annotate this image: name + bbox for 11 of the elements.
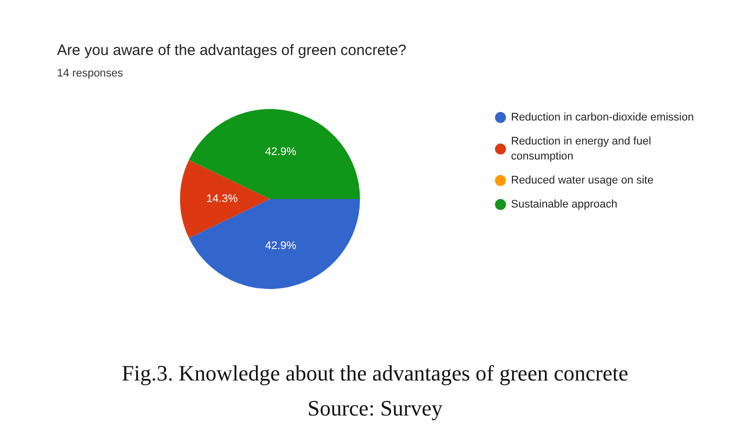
- chart-title: Are you aware of the advantages of green concrete?: [57, 42, 406, 59]
- caption: Fig.3. Knowledge about the advantages of green concrete: [122, 360, 628, 386]
- legend-label: Reduced water usage on site: [511, 174, 654, 186]
- data-label: 14.3%: [206, 193, 238, 205]
- legend-label: Reduction in carbon-dioxide emission: [511, 112, 694, 124]
- text: 14 responses: [57, 68, 124, 80]
- data-label: 42.9%: [265, 146, 296, 158]
- legend-label: Sustainable approach: [511, 198, 618, 210]
- data-label: 42.9%: [265, 240, 296, 252]
- legend-label: Reduction in energy and fuel consumption: [511, 136, 654, 162]
- source-note: Source: Survey: [307, 396, 443, 420]
